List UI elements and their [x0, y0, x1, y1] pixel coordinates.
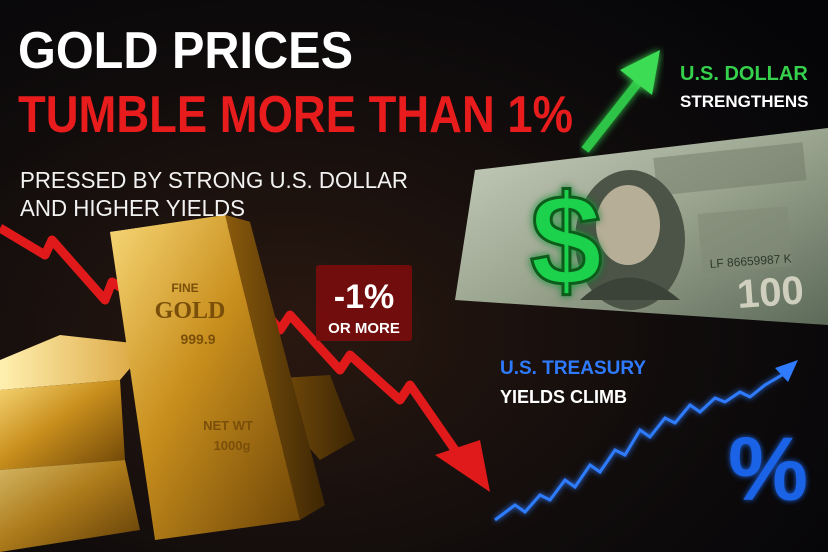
down-arrow-head	[435, 440, 490, 492]
dollar-label: U.S. DOLLAR	[680, 63, 808, 85]
treasury-caption: YIELDS CLIMB	[500, 387, 627, 407]
bar-text: 999.9	[180, 331, 215, 347]
dollar-caption: STRENGTHENS	[680, 92, 808, 111]
badge-caption: OR MORE	[328, 320, 400, 337]
bar-text: NET WT	[203, 418, 253, 433]
percent-symbol: %	[728, 420, 808, 520]
subhead-line-2: AND HIGHER YIELDS	[20, 195, 245, 221]
up-arrow	[581, 77, 644, 153]
banknote: LF 86659987 K 100	[455, 128, 828, 325]
bar-text: FINE	[171, 281, 198, 295]
denomination: 100	[736, 268, 806, 317]
gold-bars: FINE GOLD 999.9 NET WT 1000g	[0, 215, 355, 552]
serial-number: LF 86659987 K	[709, 251, 792, 271]
dollar-symbol: $	[530, 167, 602, 313]
up-arrow-head	[620, 50, 660, 95]
bar-text: GOLD	[155, 298, 226, 324]
treasury-label: U.S. TREASURY	[500, 358, 646, 379]
headline-line-1: GOLD PRICES	[18, 22, 353, 80]
bar-text: 1000g	[214, 438, 251, 453]
subhead-line-1: PRESSED BY STRONG U.S. DOLLAR	[20, 167, 408, 193]
headline-line-2: TUMBLE MORE THAN 1%	[18, 86, 573, 144]
drop-badge	[316, 265, 412, 341]
yield-arrow-head	[775, 360, 798, 382]
badge-value: -1%	[334, 278, 394, 316]
yield-line	[494, 373, 783, 522]
